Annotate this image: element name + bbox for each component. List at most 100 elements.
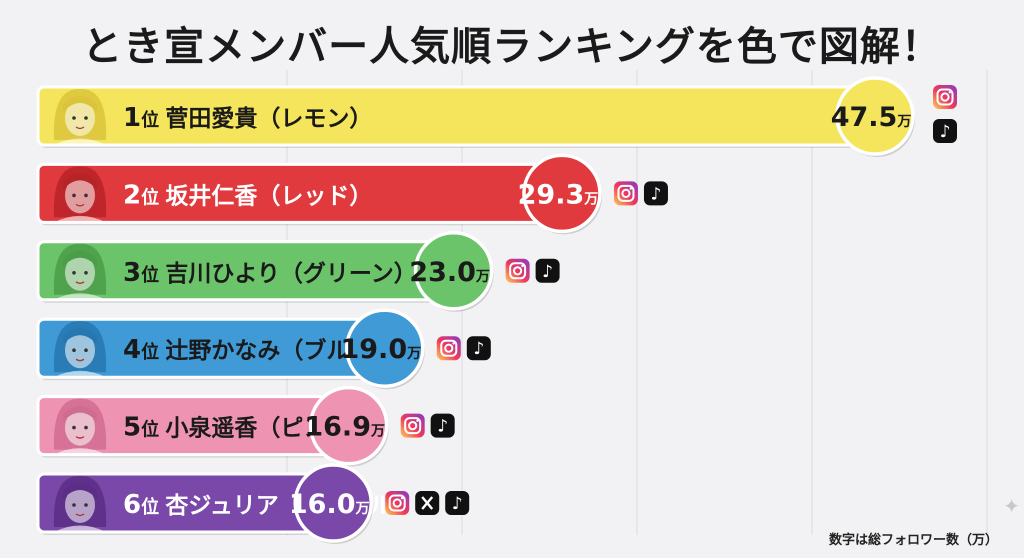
avatar-mouth [75, 281, 85, 284]
rank-label: 3 [123, 258, 141, 288]
rank-label: 6 [123, 490, 141, 520]
value-circle [522, 153, 602, 234]
member-name: 杏ジュリア（パープル） [165, 492, 415, 519]
avatar-bangs [63, 250, 97, 267]
bar-label: 1位 菅田愛貴（レモン） [123, 103, 372, 133]
avatar-face [65, 409, 95, 446]
rank-label: 1 [123, 103, 141, 133]
tiktok-icon: ♪ [643, 181, 668, 206]
chart-title: とき宣メンバー人気順ランキングを色で図解！ [82, 24, 942, 70]
value-circle [413, 231, 494, 311]
avatar-face [65, 487, 95, 523]
ranking-row: 1位 菅田愛貴（レモン） 47.5万 [36, 76, 915, 157]
instagram-icon [385, 491, 410, 515]
rank-label: 2 [123, 180, 141, 210]
value-unit: 万 [406, 346, 421, 362]
member-name: 吉川ひより（グリーン） [165, 260, 416, 287]
instagram-icon [400, 413, 425, 438]
bar-label: 2位 坂井仁香（レッド） [123, 180, 372, 210]
avatar-eye [84, 116, 88, 120]
value-unit: 万 [355, 501, 370, 517]
value-label: 29.3万 [518, 179, 599, 210]
rank-suffix: 位 [141, 109, 165, 131]
rank-label: 4 [123, 335, 141, 365]
avatar-eye [72, 116, 76, 120]
avatar-face [65, 100, 95, 136]
avatar-face [65, 177, 95, 214]
value-unit: 万 [583, 191, 598, 207]
instagram-icon [613, 181, 638, 206]
rank-suffix: 位 [141, 186, 165, 208]
instagram-icon [933, 85, 957, 109]
avatar-bangs [63, 483, 97, 499]
avatar-bangs [63, 405, 97, 422]
avatar-mouth [75, 513, 85, 517]
ranking-row: 2位 坂井仁香（レッド） 29.3万 [36, 153, 602, 235]
avatar-eye [72, 271, 76, 275]
ranking-row: 6位 杏ジュリア（パープル）16.0万 [36, 463, 415, 544]
bar-label: 6位 杏ジュリア（パープル） [123, 490, 415, 520]
avatar-mouth [75, 436, 85, 439]
value-label: 16.9万 [304, 412, 385, 443]
tiktok-icon: ♪ [430, 413, 455, 438]
value-circle [835, 76, 915, 156]
svg-text:♪: ♪ [452, 494, 463, 514]
value-label: 19.0万 [340, 334, 421, 365]
avatar-mouth [75, 126, 85, 130]
tiktok-icon: ♪ [466, 336, 491, 361]
avatar-bangs [63, 328, 97, 345]
footnote: 数字は総フォロワー数（万） [828, 533, 998, 548]
avatar-shoulders [54, 370, 106, 378]
svg-text:♪: ♪ [940, 122, 951, 142]
svg-text:♪: ♪ [473, 339, 484, 359]
svg-text:♪: ♪ [651, 184, 662, 204]
tiktok-icon: ♪ [535, 258, 560, 283]
value-number: 23.0 [409, 257, 476, 288]
svg-text:♪: ♪ [542, 262, 553, 282]
x-icon [415, 491, 440, 515]
rank-suffix: 位 [141, 264, 165, 286]
avatar-face [65, 254, 95, 291]
avatar-face [65, 332, 95, 369]
ranking-row: 3位 吉川ひより（グリーン）23.0万 [36, 231, 494, 312]
value-number: 16.9 [304, 412, 371, 443]
value-number: 16.0 [289, 489, 356, 520]
avatar-bangs [63, 96, 97, 112]
avatar-shoulders [54, 448, 106, 455]
value-label: 47.5万 [831, 102, 912, 133]
avatar-eye [84, 348, 88, 353]
rank-suffix: 位 [141, 341, 165, 363]
avatar-shoulders [54, 138, 106, 145]
avatar-shoulders [54, 293, 106, 300]
avatar-shoulders [54, 215, 106, 223]
sparkle-icon: ✦ [1003, 494, 1020, 518]
avatar-eye [72, 193, 76, 198]
avatar-mouth [75, 358, 85, 362]
rank-suffix: 位 [141, 419, 165, 441]
svg-text:♪: ♪ [437, 417, 448, 437]
ranking-row: 5位 小泉遥香（ピンク）16.9万 [36, 385, 389, 467]
bar-label: 3位 吉川ひより（グリーン） [123, 258, 417, 288]
avatar-eye [84, 271, 88, 275]
avatar-eye [84, 425, 88, 430]
ranking-row: 4位 辻野かなみ（ブルー）19.0万 [36, 308, 425, 390]
value-label: 16.0万 [289, 489, 370, 520]
value-circle [293, 463, 373, 543]
avatar-shoulders [54, 525, 106, 532]
avatar-eye [72, 503, 76, 507]
value-label: 23.0万 [409, 257, 490, 288]
tiktok-icon: ♪ [933, 119, 957, 143]
value-circle [308, 385, 389, 466]
member-name: 坂井仁香（レッド） [165, 182, 372, 209]
rank-label: 5 [123, 413, 141, 443]
value-unit: 万 [896, 114, 911, 130]
value-unit: 万 [370, 424, 385, 440]
avatar-eye [72, 348, 76, 353]
rank-suffix: 位 [141, 496, 165, 518]
value-number: 29.3 [518, 179, 585, 210]
value-number: 19.0 [340, 334, 407, 365]
avatar-eye [72, 425, 76, 430]
avatar-mouth [75, 203, 85, 207]
tiktok-icon: ♪ [445, 491, 470, 515]
